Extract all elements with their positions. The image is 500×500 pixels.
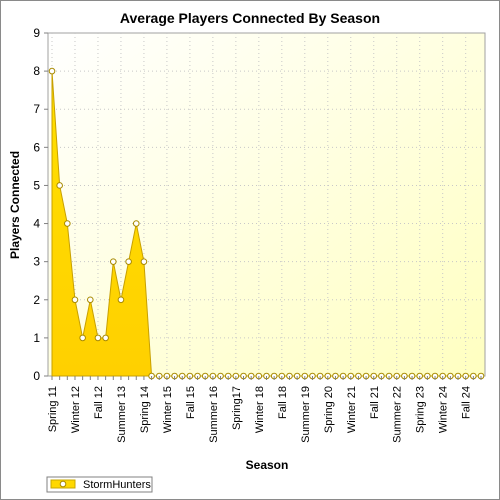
x-tick-label: Winter 18 bbox=[254, 386, 266, 433]
x-tick-label: Fall 12 bbox=[93, 386, 105, 419]
x-tick-label: Spring 20 bbox=[323, 386, 335, 433]
y-tick-label: 2 bbox=[33, 293, 40, 307]
y-tick-label: 7 bbox=[33, 102, 40, 116]
x-axis-ticks: Spring 11 Winter 12 Fall 12 Summer 13 Spring… bbox=[47, 376, 482, 443]
data-point bbox=[71, 296, 79, 304]
data-point bbox=[117, 296, 125, 304]
x-tick-label: Summer 22 bbox=[392, 386, 404, 443]
x-tick-label: Summer 13 bbox=[116, 386, 128, 443]
y-axis-label: Players Connected bbox=[8, 151, 22, 259]
x-tick-label: Spring 14 bbox=[139, 386, 151, 433]
y-axis-ticks: 0 1 2 3 4 5 6 7 8 9 bbox=[33, 26, 48, 383]
y-tick-label: 5 bbox=[33, 178, 40, 192]
x-tick-label: Spring 23 bbox=[415, 386, 427, 433]
legend: StormHunters bbox=[46, 476, 153, 493]
x-tick-label: Fall 24 bbox=[461, 386, 473, 419]
data-point bbox=[79, 334, 86, 342]
data-point bbox=[56, 182, 63, 189]
x-tick-label: Fall 21 bbox=[369, 386, 381, 419]
y-tick-label: 9 bbox=[33, 26, 40, 40]
data-point bbox=[64, 220, 71, 227]
y-tick-label: 8 bbox=[33, 64, 40, 78]
legend-label: StormHunters bbox=[83, 479, 151, 491]
x-tick-label: Spring17 bbox=[231, 386, 243, 430]
data-point bbox=[102, 334, 109, 342]
data-point bbox=[48, 67, 56, 75]
data-point bbox=[94, 334, 102, 342]
x-tick-label: Spring 11 bbox=[47, 386, 59, 432]
data-point bbox=[109, 258, 117, 265]
x-tick-label: Winter 12 bbox=[70, 386, 82, 433]
y-tick-label: 1 bbox=[33, 331, 40, 345]
data-point bbox=[125, 258, 132, 265]
x-tick-label: Summer 19 bbox=[300, 386, 312, 443]
data-point bbox=[87, 296, 94, 304]
x-axis-label: Season bbox=[246, 458, 289, 472]
x-tick-label: Fall 18 bbox=[277, 386, 289, 419]
y-tick-label: 0 bbox=[33, 369, 40, 383]
chart-title: Average Players Connected By Season bbox=[120, 10, 380, 26]
x-tick-label: Winter 24 bbox=[438, 386, 450, 433]
x-tick-label: Winter 21 bbox=[346, 386, 358, 433]
y-tick-label: 4 bbox=[33, 217, 40, 231]
data-point bbox=[140, 258, 148, 265]
data-point bbox=[132, 220, 140, 227]
y-tick-label: 3 bbox=[33, 255, 40, 269]
x-tick-label: Fall 15 bbox=[185, 386, 197, 419]
x-tick-label: Summer 16 bbox=[208, 386, 220, 443]
y-tick-label: 6 bbox=[33, 140, 40, 154]
x-tick-label: Winter 15 bbox=[162, 386, 174, 433]
legend-marker bbox=[59, 480, 67, 488]
